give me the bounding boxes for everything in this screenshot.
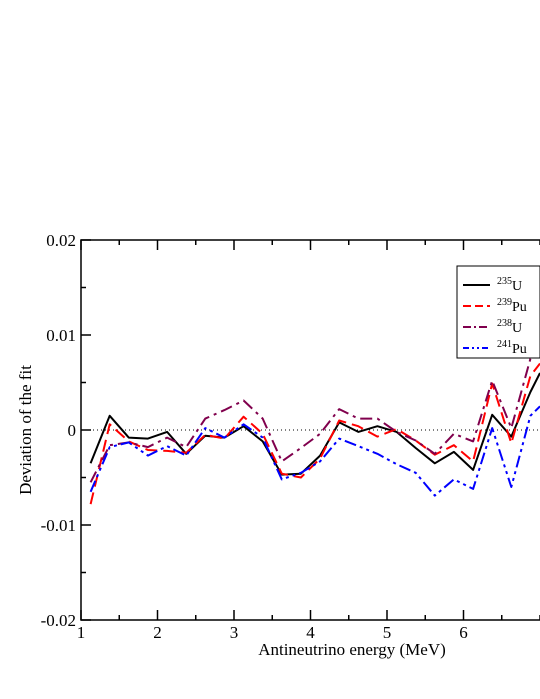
legend-label: 235U [497, 276, 522, 294]
series-line-238u [89, 348, 540, 483]
plot-frame [80, 239, 540, 621]
legend-box [456, 265, 540, 359]
y-tick-label: 0 [68, 421, 77, 440]
series-lines [89, 348, 540, 505]
y-tick-label: 0.02 [46, 231, 76, 250]
x-tick-label: 1 [77, 623, 86, 642]
y-tick-label: -0.02 [41, 611, 76, 630]
legend-label: 241Pu [497, 339, 527, 357]
x-tick-label: 6 [459, 623, 468, 642]
x-tick-label: 4 [306, 623, 315, 642]
series-line-239pu [89, 362, 540, 505]
y-axis-title: Deviation of the fit [16, 365, 35, 495]
legend-label: 239Pu [497, 297, 527, 315]
legend-label: 238U [497, 318, 522, 336]
x-axis-title: Antineutrino energy (MeV) [258, 640, 446, 659]
x-tick-label: 2 [153, 623, 162, 642]
series-line-235u [89, 372, 540, 476]
series-line-241pu [89, 405, 540, 497]
x-tick-label: 3 [230, 623, 239, 642]
y-tick-labels: -0.02 -0.01 0 0.01 0.02 [41, 231, 76, 630]
x-tick-labels: 1 2 3 4 5 6 [77, 623, 468, 642]
y-tick-label: 0.01 [46, 326, 76, 345]
x-tick-label: 5 [383, 623, 392, 642]
y-tick-label: -0.01 [41, 516, 76, 535]
legend: 235U 239Pu 238U 241Pu [456, 265, 540, 359]
